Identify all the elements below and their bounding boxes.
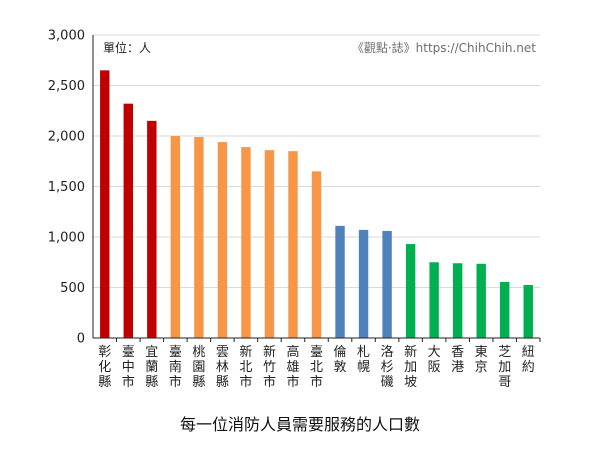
category-label: 臺南市 [169, 345, 182, 390]
axes [92, 35, 541, 342]
category-label: 新北市 [239, 344, 252, 390]
bar [170, 136, 181, 338]
category-label: 彰化縣 [98, 344, 111, 390]
labels: 0 500 1,000 1,500 2,000 2,500 3,000 彰化縣臺中市宜蘭縣臺南… [48, 29, 535, 391]
bar [335, 225, 345, 338]
bar [405, 244, 416, 338]
bar [264, 150, 275, 338]
bar [147, 120, 157, 338]
category-label: 洛杉磯 [381, 345, 394, 390]
chart-title: 每一位消防人員需要服務的人口數 [180, 415, 420, 434]
bar [311, 171, 322, 338]
category-label: 東京 [475, 344, 488, 375]
bars [100, 70, 533, 339]
bar [476, 263, 486, 338]
bar [452, 263, 463, 338]
category-label: 紐約 [522, 345, 535, 375]
bar [194, 137, 204, 338]
category-label: 臺中市 [122, 345, 135, 390]
category-label: 札幌 [357, 345, 370, 375]
bar [288, 151, 298, 338]
category-label: 倫敦 [334, 345, 347, 375]
bar [217, 142, 228, 338]
category-label: 新加坡 [404, 344, 417, 390]
bar [523, 284, 533, 338]
unit-label: 單位：人 [103, 40, 151, 55]
category-label: 宜蘭縣 [145, 345, 158, 390]
y-tick-label: 500 [60, 281, 85, 296]
bar [382, 230, 392, 338]
category-label: 臺北市 [310, 345, 323, 390]
y-tick-label: 2,000 [48, 130, 85, 145]
bar [123, 103, 133, 339]
y-tick-label: 1,000 [48, 231, 85, 246]
category-label: 雲林縣 [216, 345, 229, 390]
category-label: 高雄市 [286, 344, 299, 390]
category-label: 桃園縣 [192, 345, 205, 390]
y-tick-label: 3,000 [48, 29, 85, 44]
category-label: 芝加哥 [498, 344, 511, 390]
y-tick-label: 1,500 [48, 180, 85, 195]
bar [500, 281, 510, 338]
bar [100, 70, 110, 338]
y-tick-label: 0 [77, 332, 85, 347]
bar [358, 229, 369, 338]
y-tick-label: 2,500 [48, 79, 85, 94]
category-label: 新竹市 [263, 344, 276, 390]
watermark: 《觀點·誌》https://ChihChih.net [352, 40, 536, 55]
bar [241, 147, 251, 338]
category-label: 大阪 [428, 345, 441, 375]
category-label: 香港 [451, 345, 464, 375]
bar [429, 262, 439, 338]
